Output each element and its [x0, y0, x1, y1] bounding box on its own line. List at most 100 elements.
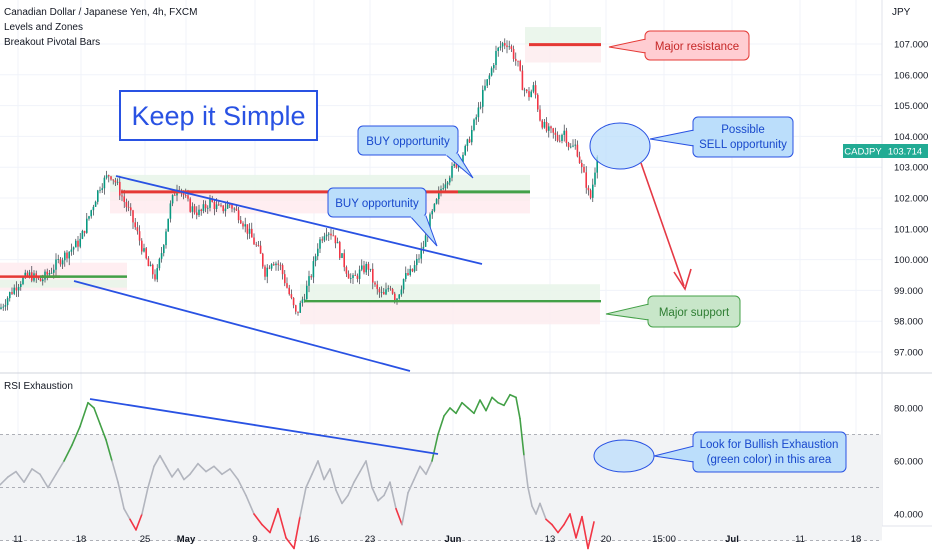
candle-body — [70, 249, 73, 252]
candle-body — [149, 264, 152, 267]
candle-body — [477, 107, 480, 118]
rsi-segment — [47, 473, 57, 489]
candle-body — [319, 239, 321, 249]
time-tick-label: 11 — [13, 534, 23, 545]
time-tick-label: 23 — [365, 534, 376, 545]
candle-body — [321, 239, 323, 241]
candle-body — [237, 210, 240, 221]
candle-body — [541, 120, 543, 128]
candle-body — [48, 273, 51, 275]
sell-arrow-shaft — [640, 162, 685, 287]
candle-body — [378, 289, 381, 293]
candle-body — [121, 195, 123, 197]
rsi-segment — [205, 465, 215, 473]
candle-body — [563, 130, 565, 135]
rsi-segment — [413, 465, 421, 481]
candle-body — [88, 216, 90, 219]
time-tick-label: Jul — [725, 534, 739, 545]
candle-body — [174, 194, 176, 196]
candle-body — [99, 189, 101, 191]
candle-body — [380, 292, 383, 293]
sell-callout-box — [692, 116, 794, 158]
support-callout-text: Major support — [659, 307, 730, 319]
candle-body — [352, 275, 354, 279]
candle-body — [20, 284, 22, 287]
time-tick-label: 13 — [545, 534, 556, 545]
candle-body — [295, 305, 297, 312]
time-tick-label: 11 — [795, 534, 805, 545]
candle-body — [389, 288, 392, 290]
candle-body — [92, 206, 95, 211]
rsi-segment — [383, 481, 391, 497]
candle-body — [103, 177, 106, 189]
rsi-segment — [237, 478, 247, 497]
rsi-segment — [443, 407, 451, 417]
price-tick-label: 103.000 — [894, 163, 928, 174]
candle-body — [409, 268, 411, 275]
candle-body — [312, 261, 315, 278]
time-tick-label: 25 — [140, 534, 151, 545]
candle-body — [233, 208, 235, 210]
rsi-segment — [221, 468, 231, 476]
candle-body — [552, 128, 554, 133]
rsi-trendline[interactable] — [89, 398, 439, 455]
candle-body — [332, 235, 334, 237]
candle-body — [361, 265, 363, 270]
time-axis[interactable]: 11 18 25 May 9 16 23 Jun 13 20 15:00 Jul 11 18 — [13, 534, 861, 545]
candle-body — [369, 268, 372, 270]
candle-body — [284, 274, 286, 284]
indicator-breakout-pivotal-bars[interactable]: Breakout Pivotal Bars — [4, 37, 100, 48]
candle-body — [207, 207, 209, 209]
candle-body — [64, 252, 66, 261]
major-resistance-callout: Major resistance — [608, 30, 750, 61]
candle-body — [235, 208, 238, 211]
rsi-segment — [15, 470, 25, 484]
buy1-box — [357, 125, 459, 156]
candle-body — [15, 287, 18, 291]
indicator-levels-zones[interactable]: Levels and Zones — [4, 22, 83, 33]
price-axis[interactable]: 97.000 98.000 99.000 100.000 101.000 102.000 1… — [894, 40, 928, 359]
rsi-segment — [419, 465, 427, 476]
rsi-segment — [23, 468, 33, 484]
candle-body — [411, 268, 414, 272]
channel-upper-trendline[interactable] — [115, 175, 483, 265]
channel-lower-trendline[interactable] — [73, 280, 411, 372]
rsi-segment — [329, 468, 337, 491]
candle-body — [567, 142, 570, 148]
candle-body — [433, 203, 436, 211]
rsi-segment — [485, 396, 493, 412]
candle-body — [163, 245, 165, 254]
candle-body — [310, 276, 312, 278]
candle-body — [510, 46, 513, 49]
rsi-segment — [93, 407, 101, 425]
candle-body — [13, 287, 15, 294]
price-tick-label: 99.000 — [894, 286, 923, 297]
buy2-text: BUY opportunity — [335, 198, 419, 210]
candle-body — [400, 289, 403, 295]
candle-body — [449, 177, 451, 183]
candle-body — [169, 203, 172, 219]
candle-body — [246, 224, 249, 234]
candle-body — [515, 58, 517, 61]
candle-body — [323, 236, 326, 241]
time-tick-label: 15:00 — [652, 534, 676, 545]
candle-body — [231, 204, 233, 209]
candle-body — [431, 210, 433, 215]
rsi-segment — [479, 399, 487, 412]
candle-body — [539, 109, 541, 121]
time-tick-label: 18 — [76, 534, 87, 545]
sell-callout-text-2: SELL opportunity — [699, 139, 787, 151]
candle-body — [262, 253, 264, 267]
rsi-segment — [531, 505, 537, 515]
candle-body — [506, 45, 508, 48]
candle-body — [178, 189, 180, 191]
rsi-title[interactable]: RSI Exhaustion — [4, 381, 73, 392]
rsi-segment — [71, 425, 81, 446]
candle-body — [451, 165, 453, 178]
rsi-segment — [147, 465, 155, 489]
symbol-title[interactable]: Canadian Dollar / Japanese Yen, 4h, FXCM — [4, 7, 197, 18]
candle-body — [292, 297, 295, 306]
candle-body — [466, 139, 469, 146]
